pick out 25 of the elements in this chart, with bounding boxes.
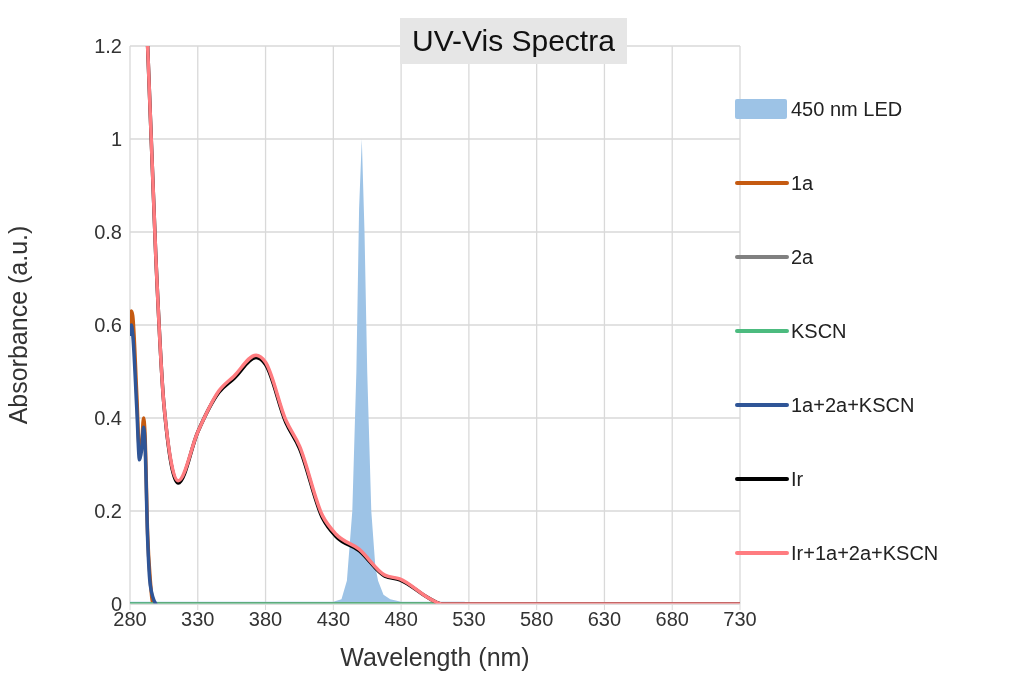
y-tick-label: 1 [110,128,122,151]
x-tick-label: 730 [723,608,757,631]
x-tick-label: 380 [248,608,283,631]
legend-label: 450 nm LED [791,97,903,121]
y-tick-label: 0.8 [94,221,122,244]
x-tick-label: 330 [181,608,215,631]
legend-label: KSCN [791,319,847,343]
y-axis-title: Absorbance (a.u.) [3,225,32,425]
x-tick-label: 430 [316,608,351,631]
y-tick-label: 1.2 [94,35,122,58]
y-tick-label: 0.2 [94,500,122,523]
y-tick-label: 0.6 [94,314,122,337]
legend-label: Ir+1a+2a+KSCN [791,541,939,565]
x-tick-label: 680 [655,608,689,631]
legend-label: 1a [791,171,814,195]
legend-label: Ir [791,467,804,491]
x-tick-label: 630 [587,608,622,631]
x-tick-label: 530 [452,608,486,631]
y-tick-label: 0.4 [94,407,122,430]
x-axis-title: Wavelength (nm) [340,643,530,671]
chart-title: UV-Vis Spectra [400,18,627,64]
x-tick-label: 580 [519,608,554,631]
legend-label: 2a [791,245,814,269]
legend-label: 1a+2a+KSCN [791,393,915,417]
x-tick-label: 480 [384,608,418,631]
